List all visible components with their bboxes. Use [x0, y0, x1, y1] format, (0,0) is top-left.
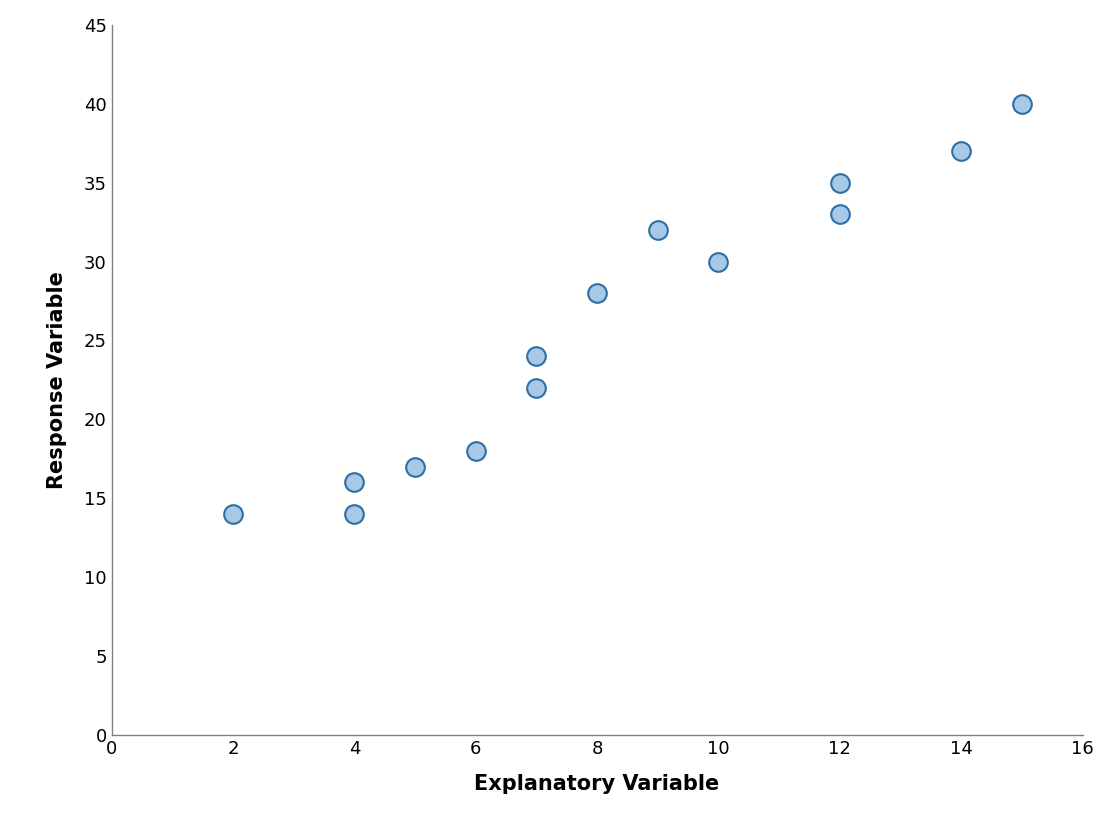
Point — [466, 444, 484, 458]
Point — [528, 350, 546, 363]
Point — [830, 208, 848, 221]
Point — [648, 224, 666, 237]
Point — [346, 476, 364, 489]
Point — [588, 286, 606, 300]
Point — [346, 508, 364, 521]
Point — [1013, 97, 1031, 110]
X-axis label: Explanatory Variable: Explanatory Variable — [474, 774, 720, 794]
Point — [406, 460, 424, 473]
Point — [528, 381, 546, 394]
Point — [830, 176, 848, 190]
Y-axis label: Response Variable: Response Variable — [47, 271, 67, 488]
Point — [710, 255, 728, 268]
Point — [224, 508, 242, 521]
Point — [952, 144, 970, 158]
